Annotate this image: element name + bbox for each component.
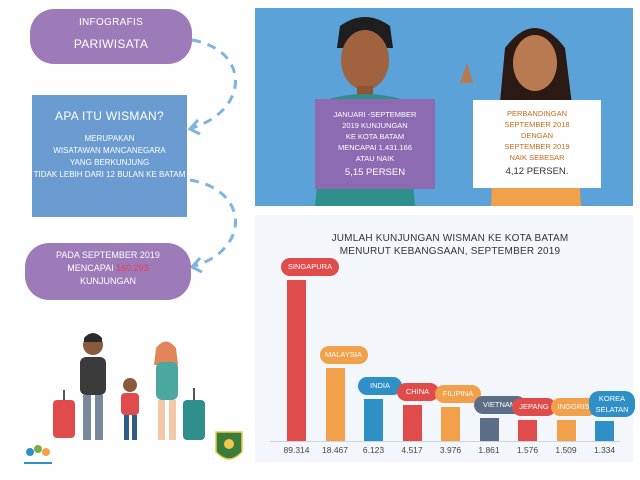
bar-category-label: MALAYSIA	[319, 345, 368, 364]
batam-city-emblem	[215, 431, 243, 460]
september-prefix: MENCAPAI	[67, 263, 114, 273]
bar-korea-selatan	[595, 421, 614, 441]
bar-malaysia	[325, 367, 345, 441]
bar-category-label: SINGAPURA	[281, 258, 339, 276]
september-line: KUNJUNGAN	[79, 276, 136, 286]
wisman-line: MERUPAKAN	[84, 134, 135, 143]
sign-line: KE KOTA BATAM	[345, 132, 405, 141]
bar-vietnam	[479, 417, 499, 441]
bar-value-label: 1.509	[555, 445, 577, 455]
bar-jepang	[518, 419, 537, 441]
sign-line: ATAU NAIK	[355, 154, 395, 163]
bps-logo	[24, 445, 52, 464]
bar-value-label: 3.976	[439, 445, 462, 455]
chart-title-line-1: JUMLAH KUNJUNGAN WISMAN KE KOTA BATAM	[331, 233, 569, 244]
bar-value-label: 6.123	[362, 445, 385, 455]
bar-value-label: 1.861	[478, 445, 500, 455]
sign-line: NAIK SEBESAR	[509, 153, 565, 162]
bar-value-label: 1.576	[516, 445, 539, 455]
bar-category-label: FILIPINA	[435, 385, 481, 404]
bar-value-label: 4.517	[401, 445, 423, 455]
sign-line: PERBANDINGAN	[506, 109, 567, 118]
sign-line: DENGAN	[520, 131, 554, 140]
pariwisata-label: PARIWISATA	[73, 37, 149, 51]
sign-line: 2019 KUNJUNGAN	[342, 121, 408, 130]
sign-highlight: 4,12 PERSEN.	[505, 166, 569, 177]
sign-line: JANUARI -SEPTEMBER	[333, 110, 417, 119]
comparison-sign: PERBANDINGAN SEPTEMBER 2018 DENGAN SEPTE…	[473, 100, 601, 188]
wisman-definition-box: APA ITU WISMAN? MERUPAKAN WISATAWAN MANC…	[32, 95, 187, 217]
x-axis-line	[270, 441, 620, 442]
bar-value-label: 1.334	[593, 445, 616, 455]
bar-india	[364, 398, 383, 441]
bar-value-label: 89.314	[283, 445, 310, 455]
bar-category-label: INGGRIS	[550, 398, 597, 417]
bar-inggris	[556, 420, 576, 441]
bar-category-label: INDIA	[358, 376, 402, 395]
bar-china	[402, 404, 422, 441]
sign-line: SEPTEMBER 2018	[504, 120, 570, 129]
visits-summary-sign: JANUARI -SEPTEMBER 2019 KUNJUNGAN KE KOT…	[315, 99, 435, 189]
september-value: 160.293	[116, 263, 149, 273]
bar-category-label: CHINA	[396, 382, 439, 401]
sign-highlight: 5,15 PERSEN	[344, 167, 406, 178]
bar-value-label: 18.467	[322, 445, 348, 455]
wisman-line: TIDAK LEBIH DARI 12 BULAN KE BATAM	[33, 170, 186, 179]
sign-line: MENCAPAI 1.431.166	[337, 143, 413, 152]
bar-category-label: JEPANG	[512, 397, 556, 416]
wisman-line: WISATAWAN MANCANEGARA	[53, 146, 166, 155]
infografis-label: INFOGRAFIS	[78, 17, 144, 28]
september-visits-pill: PADA SEPTEMBER 2019 MENCAPAI 160.293 KUN…	[25, 243, 191, 300]
chart-title: JUMLAH KUNJUNGAN WISMAN KE KOTA BATAM ME…	[300, 232, 600, 258]
chart-title-line-2: MENURUT KEBANGSAAN, SEPTEMBER 2019	[339, 246, 561, 257]
infografis-pariwisata-pill: INFOGRAFIS PARIWISATA	[30, 9, 192, 64]
family-travelers-illustration	[53, 333, 205, 440]
wisman-heading: APA ITU WISMAN?	[55, 109, 164, 123]
september-line: PADA SEPTEMBER 2019	[56, 250, 160, 260]
bar-category-label: KOREA SELATAN	[589, 391, 635, 418]
sign-line: SEPTEMBER 2019	[504, 142, 570, 151]
wisman-line: YANG BERKUNJUNG	[69, 158, 150, 167]
bar-filipina	[441, 407, 460, 441]
bar-singapura	[287, 280, 306, 441]
